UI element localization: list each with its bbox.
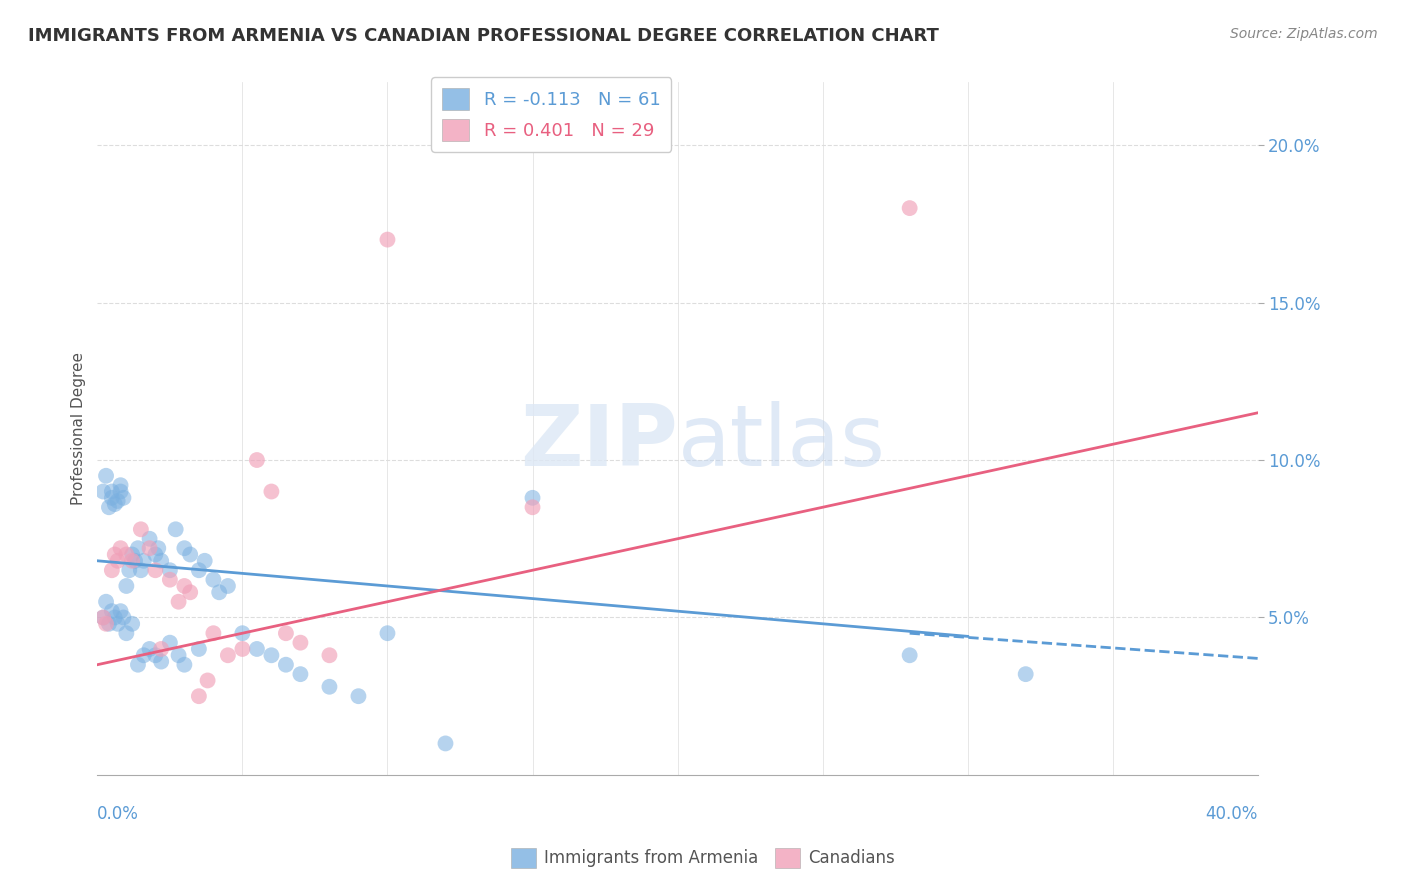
Point <box>217 579 239 593</box>
Point <box>159 573 181 587</box>
Point <box>167 595 190 609</box>
Text: IMMIGRANTS FROM ARMENIA VS CANADIAN PROFESSIONAL DEGREE CORRELATION CHART: IMMIGRANTS FROM ARMENIA VS CANADIAN PROF… <box>28 27 939 45</box>
Legend: R = -0.113   N = 61, R = 0.401   N = 29: R = -0.113 N = 61, R = 0.401 N = 29 <box>432 78 671 152</box>
Point <box>124 554 146 568</box>
Point <box>115 626 138 640</box>
Text: ZIP: ZIP <box>520 401 678 483</box>
Point <box>101 563 124 577</box>
Point <box>91 610 114 624</box>
Point <box>260 484 283 499</box>
Point <box>94 468 117 483</box>
Point <box>145 648 167 663</box>
Point <box>150 554 173 568</box>
Point <box>107 554 129 568</box>
Point <box>132 554 155 568</box>
Point <box>194 554 217 568</box>
Legend: Immigrants from Armenia, Canadians: Immigrants from Armenia, Canadians <box>505 841 901 875</box>
Point <box>898 648 921 663</box>
Point <box>377 233 399 247</box>
Point <box>167 648 190 663</box>
Point <box>104 610 127 624</box>
Point <box>121 554 143 568</box>
Point <box>197 673 219 688</box>
Point <box>104 548 127 562</box>
Point <box>377 626 399 640</box>
Point <box>91 610 114 624</box>
Point <box>101 484 124 499</box>
Point <box>318 648 340 663</box>
Point <box>318 680 340 694</box>
Point <box>290 667 312 681</box>
Point <box>110 484 132 499</box>
Point <box>145 548 167 562</box>
Point <box>898 201 921 215</box>
Point <box>91 484 114 499</box>
Point <box>110 541 132 556</box>
Text: 0.0%: 0.0% <box>97 805 139 823</box>
Point <box>274 626 297 640</box>
Point <box>347 689 370 703</box>
Point <box>173 657 195 672</box>
Point <box>127 657 149 672</box>
Point <box>129 522 152 536</box>
Point <box>187 642 209 657</box>
Point <box>94 595 117 609</box>
Point <box>187 689 209 703</box>
Point <box>179 548 201 562</box>
Point <box>522 491 544 505</box>
Point <box>231 642 253 657</box>
Point <box>179 585 201 599</box>
Point <box>173 541 195 556</box>
Point <box>110 478 132 492</box>
Point <box>112 491 135 505</box>
Point <box>129 563 152 577</box>
Point <box>138 642 160 657</box>
Point <box>138 541 160 556</box>
Point <box>138 532 160 546</box>
Point <box>217 648 239 663</box>
Point <box>231 626 253 640</box>
Point <box>187 563 209 577</box>
Point <box>97 616 120 631</box>
Point <box>118 563 141 577</box>
Point <box>208 585 231 599</box>
Point <box>107 616 129 631</box>
Point <box>107 494 129 508</box>
Point <box>101 491 124 505</box>
Text: 40.0%: 40.0% <box>1205 805 1258 823</box>
Point <box>150 642 173 657</box>
Point <box>110 604 132 618</box>
Point <box>97 500 120 515</box>
Point <box>173 579 195 593</box>
Y-axis label: Professional Degree: Professional Degree <box>72 352 86 505</box>
Point <box>150 655 173 669</box>
Point <box>121 548 143 562</box>
Point <box>290 635 312 649</box>
Point <box>260 648 283 663</box>
Point <box>246 453 269 467</box>
Point <box>202 626 225 640</box>
Point <box>148 541 170 556</box>
Point <box>104 497 127 511</box>
Point <box>159 635 181 649</box>
Point <box>1015 667 1038 681</box>
Point <box>121 616 143 631</box>
Point <box>115 579 138 593</box>
Point <box>112 610 135 624</box>
Text: Source: ZipAtlas.com: Source: ZipAtlas.com <box>1230 27 1378 41</box>
Point <box>132 648 155 663</box>
Point <box>94 616 117 631</box>
Point <box>434 736 457 750</box>
Point <box>145 563 167 577</box>
Point <box>165 522 187 536</box>
Point <box>246 642 269 657</box>
Point <box>159 563 181 577</box>
Point <box>115 548 138 562</box>
Point <box>522 500 544 515</box>
Point <box>101 604 124 618</box>
Point <box>202 573 225 587</box>
Point <box>274 657 297 672</box>
Point <box>127 541 149 556</box>
Text: atlas: atlas <box>678 401 886 483</box>
